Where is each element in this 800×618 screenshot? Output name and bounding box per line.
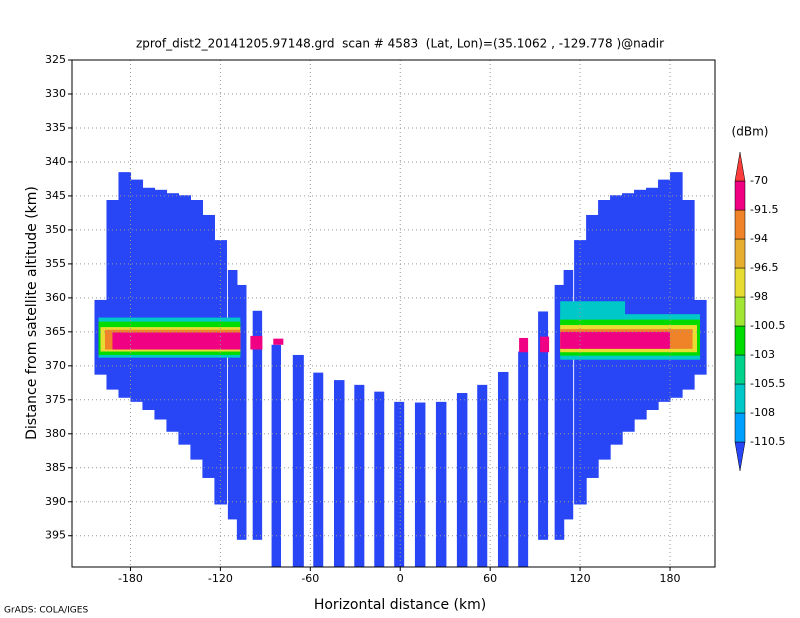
swath-column	[622, 193, 635, 432]
swath-column	[563, 270, 574, 520]
footer: GrADS: COLA/IGES	[4, 606, 88, 616]
plot-area	[94, 172, 707, 567]
band-cell	[250, 335, 263, 350]
colorbar-segment	[734, 354, 746, 385]
band-cell	[540, 336, 550, 353]
x-tick-label: 180	[660, 572, 681, 585]
scan-stripe	[477, 384, 488, 567]
y-tick-label: 355	[45, 257, 66, 270]
y-tick-label: 350	[45, 223, 66, 236]
chart-title: zprof_dist2_20141205.97148.grd scan # 45…	[136, 37, 664, 51]
scan-stripe	[354, 384, 365, 567]
colorbar-segment	[734, 325, 746, 356]
y-tick-label: 375	[45, 393, 66, 406]
colorbar-segment	[734, 441, 746, 472]
swath-column	[142, 187, 156, 411]
swath-column	[554, 284, 565, 540]
swath-column	[106, 200, 120, 390]
x-tick-label: -180	[118, 572, 143, 585]
scan-stripe	[271, 344, 282, 567]
x-tick-label: -60	[301, 572, 319, 585]
colorbar-segment	[734, 383, 746, 414]
swath-column	[682, 200, 695, 390]
colorbar-tick-label: -98	[750, 290, 768, 303]
scan-stripe	[435, 401, 447, 567]
scan-stripe	[292, 354, 304, 567]
scan-stripe	[518, 351, 529, 567]
swath-column	[166, 193, 180, 432]
x-tick-label: -120	[208, 572, 233, 585]
y-tick-label: 370	[45, 359, 66, 372]
x-tick-label: 60	[483, 572, 497, 585]
colorbar-tick-label: -105.5	[750, 377, 785, 390]
colorbar-segment	[734, 267, 746, 298]
colorbar-segment	[734, 180, 746, 211]
swath-column	[670, 172, 683, 398]
scan-stripe	[252, 310, 263, 540]
swath-column	[236, 284, 247, 540]
y-tick-label: 385	[45, 461, 66, 474]
colorbar-segment	[734, 412, 746, 443]
swath-column	[154, 189, 168, 420]
x-tick-label: 0	[397, 572, 404, 585]
colorbar-segment	[734, 296, 746, 327]
swath-column	[227, 270, 238, 520]
scan-stripe	[394, 401, 405, 567]
y-tick-label: 340	[45, 155, 66, 168]
y-tick-label: 380	[45, 427, 66, 440]
y-tick-label: 390	[45, 495, 66, 508]
colorbar-tick-label: -96.5	[750, 261, 778, 274]
swath-column	[118, 172, 132, 398]
colorbar-tick-label: -108	[750, 406, 775, 419]
scan-stripe	[374, 391, 385, 567]
y-tick-label: 365	[45, 325, 66, 338]
band-cell	[273, 338, 284, 345]
colorbar-tick-label: -100.5	[750, 319, 785, 332]
scan-stripe	[538, 311, 549, 540]
y-axis-label: Distance from satellite altitude (km)	[24, 186, 40, 440]
y-tick-label: 360	[45, 291, 66, 304]
swath-column	[658, 179, 671, 402]
scan-stripe	[497, 371, 509, 567]
scan-stripe	[414, 402, 426, 567]
swath-column	[130, 179, 144, 402]
y-tick-label: 335	[45, 121, 66, 134]
scan-stripe	[313, 372, 324, 567]
colorbar-tick-label: -110.5	[750, 435, 785, 448]
y-tick-label: 325	[45, 53, 66, 66]
y-tick-label: 330	[45, 87, 66, 100]
band-cell	[519, 337, 529, 353]
x-tick-label: 120	[570, 572, 591, 585]
colorbar-tick-label: -94	[750, 232, 768, 245]
y-tick-label: 345	[45, 189, 66, 202]
band-cell	[112, 332, 241, 350]
colorbar-tick-label: -70	[750, 174, 768, 187]
scan-stripe	[456, 393, 468, 567]
swath-column	[634, 189, 647, 420]
x-axis-label: Horizontal distance (km)	[314, 597, 486, 613]
colorbar-segment	[734, 151, 746, 182]
colorbar-tick-label: -103	[750, 348, 775, 361]
colorbar-tick-label: -91.5	[750, 203, 778, 216]
colorbar-label: (dBm)	[732, 125, 769, 139]
scan-stripe	[333, 380, 345, 567]
plot-frame	[71, 59, 716, 568]
y-tick-label: 395	[45, 529, 66, 542]
colorbar-segment	[734, 209, 746, 240]
colorbar-segment	[734, 238, 746, 269]
band-cell	[560, 331, 671, 349]
swath-column	[646, 187, 659, 411]
